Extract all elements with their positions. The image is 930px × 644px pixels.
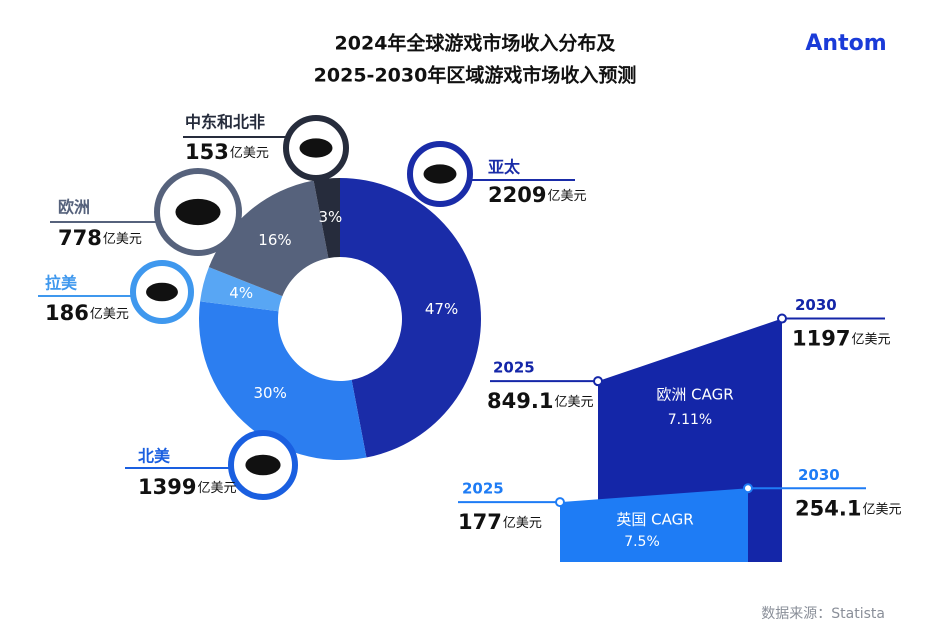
source: 数据来源：Statista: [761, 606, 885, 622]
amount-unit: 亿美元: [862, 502, 901, 517]
year-label: 2025: [493, 359, 535, 377]
region-name: 北美: [138, 447, 171, 466]
amount-label: 177亿美元: [458, 510, 542, 534]
amount-value: 177: [458, 510, 502, 534]
slice-label: 16%: [258, 231, 291, 249]
amount-unit: 亿美元: [90, 307, 129, 322]
amount-label: 778亿美元: [58, 226, 142, 250]
amount-label: 2209亿美元: [488, 183, 586, 207]
logo: Antom: [805, 31, 886, 56]
amount-value: 2209: [488, 183, 546, 207]
amount-value: 778: [58, 226, 102, 250]
year-label: 2030: [798, 466, 840, 484]
donut-slice: [313, 178, 340, 259]
title: 2025-2030年区域游戏市场收入预测: [314, 64, 637, 87]
region-name: 欧洲: [58, 198, 90, 217]
point: [555, 497, 565, 508]
year-label: 2030: [795, 296, 837, 314]
cagr-label: 7.5%: [624, 534, 660, 550]
donut-slice: [340, 177, 481, 458]
point: [777, 313, 787, 324]
region-name: 拉美: [45, 274, 78, 293]
region-icon: [299, 138, 333, 158]
amount-label: 153亿美元: [185, 140, 269, 164]
amount-unit: 亿美元: [197, 481, 236, 496]
amount-unit: 亿美元: [503, 516, 542, 531]
amount-value: 1197: [792, 327, 850, 351]
region-icon: [423, 164, 457, 184]
amount-unit: 亿美元: [554, 395, 593, 410]
series-name: 欧洲 CAGR: [656, 386, 733, 404]
amount-label: 1197亿美元: [792, 327, 890, 351]
amount-unit: 亿美元: [547, 189, 586, 204]
slice-label: 47%: [425, 300, 458, 318]
area: [560, 488, 748, 562]
point: [743, 483, 753, 494]
region-icon: [175, 198, 221, 226]
region-icon: [245, 454, 281, 476]
amount-unit: 亿美元: [230, 146, 269, 161]
amount-label: 186亿美元: [45, 301, 129, 325]
amount-label: 849.1亿美元: [487, 389, 593, 413]
year-label: 2025: [462, 480, 504, 498]
series-name: 英国 CAGR: [616, 511, 693, 529]
amount-unit: 亿美元: [103, 232, 142, 247]
title: 2024年全球游戏市场收入分布及: [335, 32, 617, 55]
slice-label: 3%: [319, 208, 343, 226]
amount-label: 1399亿美元: [138, 475, 236, 499]
region-icon: [146, 282, 178, 302]
amount-value: 186: [45, 301, 89, 325]
amount-value: 153: [185, 140, 229, 164]
amount-label: 254.1亿美元: [795, 496, 901, 520]
slice-label: 4%: [229, 284, 253, 302]
point: [593, 376, 603, 387]
donut-slice: [200, 267, 283, 312]
region-name: 亚太: [488, 158, 521, 177]
cagr-label: 7.11%: [668, 412, 712, 428]
region-name: 中东和北非: [185, 113, 265, 132]
donut-slice: [199, 301, 367, 460]
amount-value: 1399: [138, 475, 196, 499]
donut-slice: [208, 180, 329, 297]
amount-value: 254.1: [795, 496, 861, 520]
amount-value: 849.1: [487, 389, 553, 413]
amount-unit: 亿美元: [851, 332, 890, 347]
slice-label: 30%: [254, 384, 287, 402]
